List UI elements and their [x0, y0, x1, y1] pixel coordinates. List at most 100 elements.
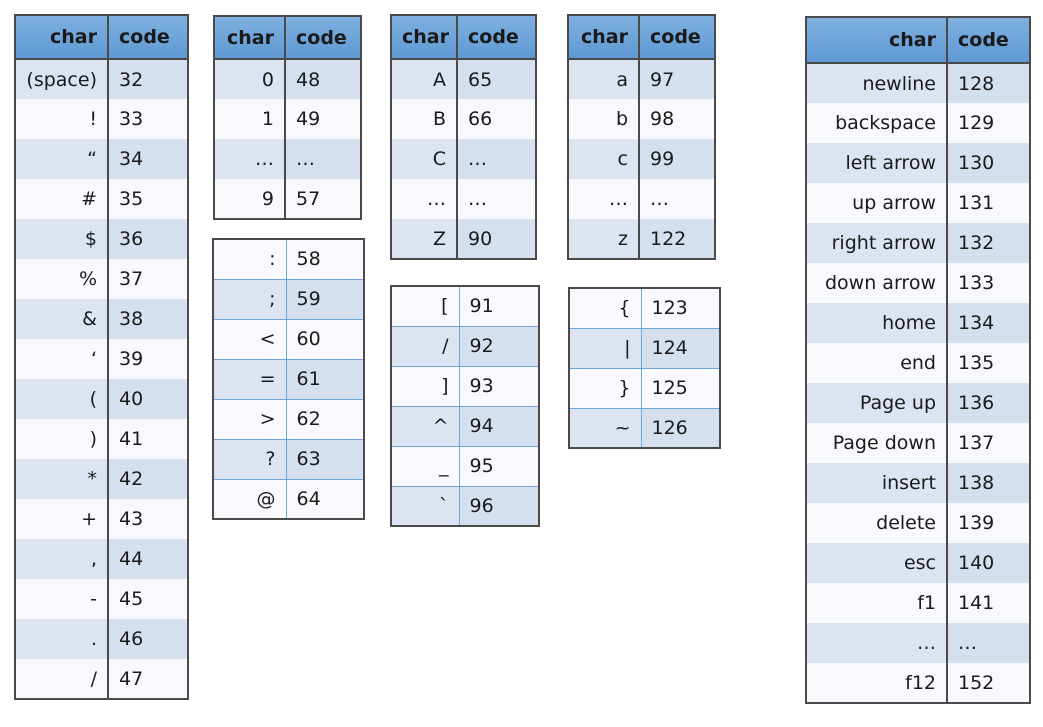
char-cell: [	[391, 285, 460, 326]
table-row: 1 49	[214, 99, 361, 139]
char-cell: Page up	[806, 383, 948, 423]
char-cell: …	[806, 623, 948, 663]
header-char: char	[568, 15, 640, 60]
ascii-table-1: char code (space) 32! 33 “34 #35 $36% 37 & 38 ‘39(4…	[14, 14, 189, 700]
table-row: (space) 32	[15, 59, 188, 99]
table-row: ! 33	[15, 99, 188, 139]
code-cell: …	[457, 139, 536, 179]
code-cell: …	[285, 139, 361, 179]
table-row: up arrow 131	[806, 183, 1030, 223]
code-cell: 44	[108, 539, 188, 579]
code-cell: 46	[108, 619, 188, 659]
char-cell: b	[568, 99, 640, 139]
code-cell: 49	[285, 99, 361, 139]
code-cell: 123	[641, 287, 720, 328]
table-row: } 125	[569, 367, 720, 408]
char-cell: :	[213, 238, 287, 279]
code-cell: …	[457, 179, 536, 219]
char-cell: `	[391, 485, 460, 526]
code-cell: 99	[639, 139, 715, 179]
code-cell: 134	[947, 303, 1030, 343]
header-code: code	[457, 15, 536, 60]
table-row: +43	[15, 499, 188, 539]
table-row: , 44	[15, 539, 188, 579]
char-cell: ;	[213, 278, 287, 319]
char-cell: up arrow	[806, 183, 948, 223]
code-cell: 60	[286, 318, 364, 359]
code-cell: 95	[459, 445, 539, 486]
header-char: char	[15, 15, 109, 60]
ascii-table-7: {123 | 124} 125 ~126	[568, 287, 721, 449]
code-cell: 152	[947, 663, 1030, 703]
code-cell: 98	[639, 99, 715, 139]
char-cell: a	[568, 59, 640, 99]
table-row: ) 41	[15, 419, 188, 459]
table-row: <60	[213, 318, 364, 359]
table-row: down arrow 133	[806, 263, 1030, 303]
header-code: code	[947, 17, 1030, 64]
table-row: >62	[213, 398, 364, 439]
char-cell: …	[214, 139, 286, 179]
char-cell: left arrow	[806, 143, 948, 183]
table-row: ~126	[569, 407, 720, 448]
char-cell: |	[569, 327, 642, 368]
char-cell: {	[569, 287, 642, 328]
char-cell: backspace	[806, 103, 948, 143]
char-cell: )	[15, 419, 109, 459]
table-row: {123	[569, 287, 720, 328]
code-cell: 141	[947, 583, 1030, 623]
code-cell: 38	[108, 299, 188, 339]
code-cell: 41	[108, 419, 188, 459]
code-cell: 66	[457, 99, 536, 139]
table-row: esc 140	[806, 543, 1030, 583]
table-row: Page down 137	[806, 423, 1030, 463]
code-cell: 45	[108, 579, 188, 619]
char-cell: @	[213, 478, 287, 519]
code-cell: 128	[947, 63, 1030, 103]
table-row: ……	[391, 179, 536, 219]
table-row: ? 63	[213, 438, 364, 479]
char-cell: home	[806, 303, 948, 343]
code-cell: 137	[947, 423, 1030, 463]
code-cell: 131	[947, 183, 1030, 223]
char-cell: …	[568, 179, 640, 219]
table-row: ‘39	[15, 339, 188, 379]
table-row: end 135	[806, 343, 1030, 383]
code-cell: 92	[459, 325, 539, 366]
code-cell: 90	[457, 219, 536, 259]
char-cell: *	[15, 459, 109, 499]
table-row: ……	[806, 623, 1030, 663]
table-row: Z 90	[391, 219, 536, 259]
code-cell: 47	[108, 659, 188, 699]
table-row: “34	[15, 139, 188, 179]
code-cell: 125	[641, 367, 720, 408]
table-row: % 37	[15, 259, 188, 299]
char-cell: end	[806, 343, 948, 383]
header-char: char	[391, 15, 458, 60]
table-row: (40	[15, 379, 188, 419]
char-cell: f1	[806, 583, 948, 623]
code-cell: 132	[947, 223, 1030, 263]
code-cell: 96	[459, 485, 539, 526]
code-cell: 97	[639, 59, 715, 99]
table-row: Page up 136	[806, 383, 1030, 423]
table-row: /92	[391, 325, 539, 366]
table-row: ; 59	[213, 278, 364, 319]
char-cell: (space)	[15, 59, 109, 99]
table-row: delete 139	[806, 503, 1030, 543]
table-row: b 98	[568, 99, 715, 139]
code-cell: 33	[108, 99, 188, 139]
table-row: home 134	[806, 303, 1030, 343]
char-cell: insert	[806, 463, 948, 503]
char-cell: esc	[806, 543, 948, 583]
char-cell: 1	[214, 99, 286, 139]
code-cell: 43	[108, 499, 188, 539]
char-cell: !	[15, 99, 109, 139]
code-cell: 34	[108, 139, 188, 179]
char-cell: B	[391, 99, 458, 139]
table-row: B 66	[391, 99, 536, 139]
code-cell: 61	[286, 358, 364, 399]
code-cell: 64	[286, 478, 364, 519]
table-header-row: char code	[15, 15, 188, 60]
char-cell: C	[391, 139, 458, 179]
